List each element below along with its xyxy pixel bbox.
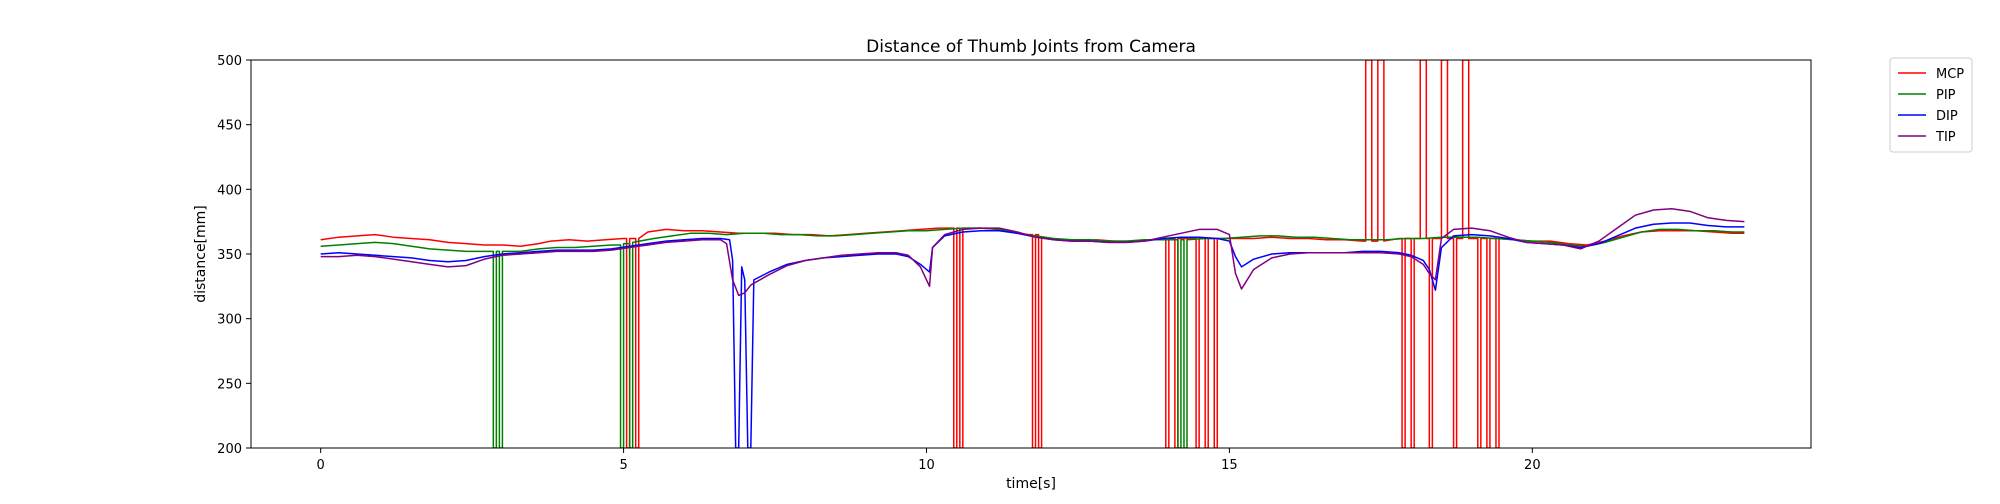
series-line-dip (320, 222, 1745, 448)
x-axis-label: time[s] (1006, 476, 1056, 492)
legend-label-mcp: MCP (1936, 67, 1964, 82)
y-tick-label: 300 (217, 313, 242, 328)
y-tick-label: 250 (217, 377, 242, 392)
series-line-mcp (320, 60, 1745, 448)
series-line-pip (320, 227, 1745, 448)
series-line-tip (320, 207, 1745, 297)
y-tick-label: 400 (217, 183, 242, 198)
legend: MCP PIP DIP TIP (1889, 57, 1973, 153)
x-tick-label: 10 (918, 458, 935, 473)
y-axis-label: distance[mm] (193, 205, 209, 303)
x-tick-label: 0 (317, 458, 325, 473)
legend-label-pip: PIP (1936, 88, 1956, 103)
plot-frame (250, 59, 1812, 449)
x-tick-label: 5 (619, 458, 627, 473)
legend-box (1889, 57, 1973, 153)
chart-title: Distance of Thumb Joints from Camera (866, 37, 1196, 57)
x-tick-label: 15 (1221, 458, 1238, 473)
y-tick-label: 450 (217, 119, 242, 134)
plot-area (320, 60, 1745, 448)
legend-label-tip: TIP (1935, 130, 1956, 145)
axes: 0 5 10 15 20 200 250 300 350 400 450 500 (217, 54, 1812, 473)
legend-label-dip: DIP (1936, 109, 1958, 124)
x-tick-label: 20 (1524, 458, 1541, 473)
y-tick-label: 200 (217, 442, 242, 457)
y-tick-label: 500 (217, 54, 242, 69)
y-tick-label: 350 (217, 248, 242, 263)
